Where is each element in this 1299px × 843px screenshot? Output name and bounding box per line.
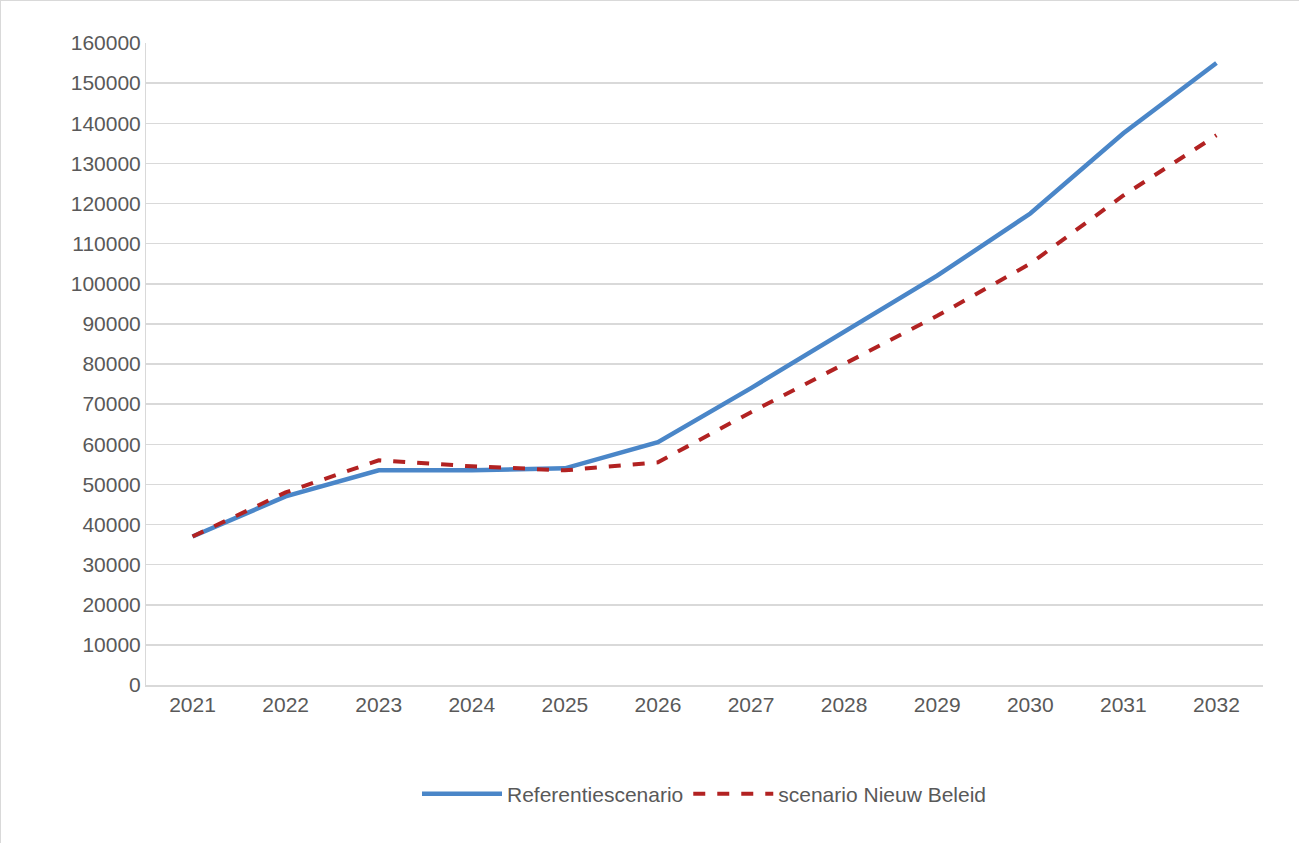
svg-text:2026: 2026 xyxy=(635,693,682,716)
svg-text:2021: 2021 xyxy=(169,693,216,716)
svg-text:70000: 70000 xyxy=(82,392,140,415)
svg-text:2030: 2030 xyxy=(1007,693,1054,716)
svg-text:60000: 60000 xyxy=(82,433,140,456)
svg-text:2027: 2027 xyxy=(728,693,775,716)
svg-text:90000: 90000 xyxy=(82,312,140,335)
svg-text:80000: 80000 xyxy=(82,352,140,375)
svg-text:160000: 160000 xyxy=(71,31,141,54)
svg-text:10000: 10000 xyxy=(82,633,140,656)
svg-text:110000: 110000 xyxy=(72,232,141,255)
svg-text:50000: 50000 xyxy=(82,473,140,496)
svg-text:2023: 2023 xyxy=(355,693,402,716)
svg-text:Referentiescenario: Referentiescenario xyxy=(507,783,683,806)
svg-text:2029: 2029 xyxy=(914,693,961,716)
svg-text:2022: 2022 xyxy=(262,693,309,716)
svg-text:40000: 40000 xyxy=(82,513,140,536)
svg-text:100000: 100000 xyxy=(71,272,141,295)
svg-text:2028: 2028 xyxy=(821,693,868,716)
svg-text:140000: 140000 xyxy=(71,112,141,135)
svg-text:150000: 150000 xyxy=(71,71,141,94)
svg-text:0: 0 xyxy=(129,673,141,696)
svg-text:30000: 30000 xyxy=(82,553,140,576)
svg-text:2025: 2025 xyxy=(542,693,589,716)
svg-text:130000: 130000 xyxy=(71,152,141,175)
svg-text:20000: 20000 xyxy=(82,593,140,616)
svg-text:120000: 120000 xyxy=(71,192,141,215)
svg-text:scenario Nieuw Beleid: scenario Nieuw Beleid xyxy=(778,783,986,806)
svg-text:2024: 2024 xyxy=(448,693,495,716)
svg-text:2031: 2031 xyxy=(1100,693,1147,716)
svg-text:2032: 2032 xyxy=(1193,693,1240,716)
